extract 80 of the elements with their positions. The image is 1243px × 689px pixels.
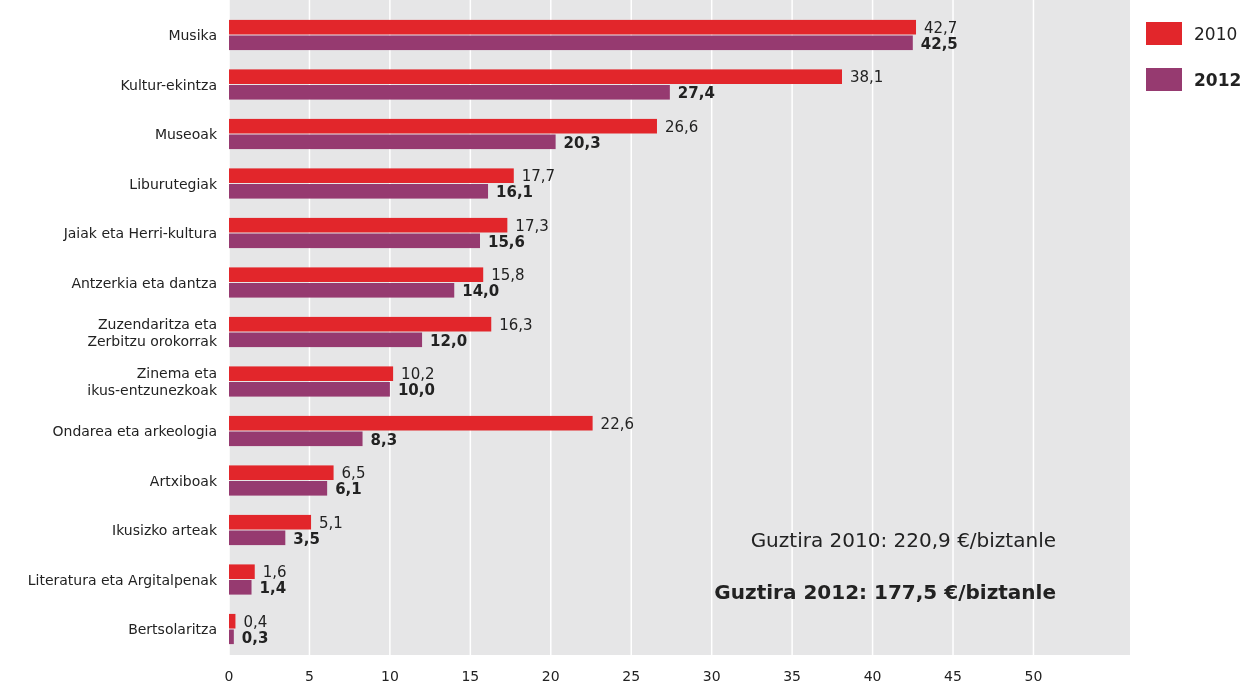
data-label: 27,4 — [677, 84, 715, 103]
data-label: 15,8 — [491, 266, 525, 285]
data-label: 8,3 — [370, 430, 398, 449]
bar — [229, 613, 236, 629]
data-label: 6,1 — [335, 480, 362, 499]
data-label: 17,3 — [515, 216, 549, 235]
annotation: Guztira 2010: 220,9 €/biztanle — [750, 528, 1056, 552]
x-tick-label: 15 — [461, 668, 480, 684]
y-tick-label: Ondarea eta arkeologia — [52, 423, 217, 440]
x-tick-label: 45 — [944, 668, 962, 684]
data-label: 1,4 — [259, 579, 287, 598]
data-label: 6,5 — [341, 464, 366, 483]
data-label: 0,3 — [241, 628, 269, 647]
data-label: 16,3 — [499, 315, 533, 334]
x-tick-label: 0 — [224, 668, 234, 684]
data-label: 42,7 — [924, 18, 958, 37]
data-label: 0,4 — [243, 612, 268, 631]
bar — [229, 530, 286, 546]
bar — [229, 184, 489, 199]
y-tick-label: Literatura eta Argitalpenak — [27, 571, 218, 588]
data-label: 26,6 — [664, 117, 699, 136]
y-tick-label: Liburutegiak — [129, 175, 218, 192]
data-label: 22,6 — [600, 414, 635, 433]
bar — [229, 84, 670, 100]
data-label: 12,0 — [430, 331, 468, 350]
x-tick-label: 35 — [783, 668, 802, 684]
y-tick-label: Antzerkia eta dantza — [71, 274, 217, 291]
annotation: Guztira 2012: 177,5 €/biztanle — [714, 580, 1056, 604]
legend-label: 2010 — [1194, 23, 1238, 44]
data-label: 16,1 — [496, 183, 534, 202]
bar — [229, 514, 312, 530]
data-label: 14,0 — [462, 282, 500, 301]
data-label: 17,7 — [521, 167, 556, 186]
bar — [229, 316, 492, 332]
data-label: 3,5 — [293, 529, 320, 548]
y-tick-label: Jaiak eta Herri-kultura — [62, 225, 217, 242]
x-tick-label: 50 — [1024, 668, 1043, 684]
bar — [229, 332, 423, 348]
data-label: 38,1 — [850, 68, 884, 87]
y-tick-label: Zinema eta ikus-entzunezkoak — [87, 365, 218, 399]
data-label: 42,5 — [920, 34, 958, 53]
bar — [229, 629, 234, 645]
data-label: 5,1 — [319, 513, 343, 532]
data-label: 20,3 — [563, 133, 601, 152]
y-tick-label: Zuzendaritza eta Zerbitzu orokorrak — [87, 315, 218, 349]
bar — [229, 233, 480, 249]
x-tick-label: 10 — [380, 668, 399, 684]
bar — [229, 35, 913, 51]
bar — [229, 481, 328, 496]
y-tick-label: Kultur-ekintza — [120, 76, 217, 93]
bar — [229, 564, 255, 580]
bar — [229, 19, 917, 35]
data-label: 1,6 — [262, 563, 287, 582]
bar — [229, 382, 390, 397]
bar — [229, 267, 484, 282]
x-tick-label: 30 — [702, 668, 721, 684]
bar — [229, 168, 514, 183]
y-tick-label: Ikusizko arteak — [112, 522, 218, 539]
bar — [229, 580, 252, 595]
y-tick-label: Artxiboak — [149, 472, 218, 489]
bar — [229, 366, 394, 381]
y-tick-label: Bertsolaritza — [128, 621, 217, 638]
bar — [229, 217, 508, 233]
bar — [229, 283, 455, 298]
legend-label: 2012 — [1194, 69, 1242, 90]
bar — [229, 134, 556, 150]
data-label: 15,6 — [487, 232, 526, 251]
bar — [229, 118, 657, 134]
x-tick-label: 20 — [541, 668, 560, 684]
bar — [229, 415, 593, 431]
bar — [229, 69, 842, 84]
y-tick-label: Musika — [168, 27, 217, 44]
y-tick-label: Museoak — [154, 126, 218, 143]
bar — [229, 431, 363, 447]
x-tick-label: 40 — [863, 668, 882, 684]
data-label: 10,2 — [401, 365, 435, 384]
x-tick-label: 5 — [304, 668, 314, 684]
data-label: 10,0 — [397, 381, 435, 400]
x-tick-label: 25 — [622, 668, 641, 684]
bar — [229, 465, 334, 480]
